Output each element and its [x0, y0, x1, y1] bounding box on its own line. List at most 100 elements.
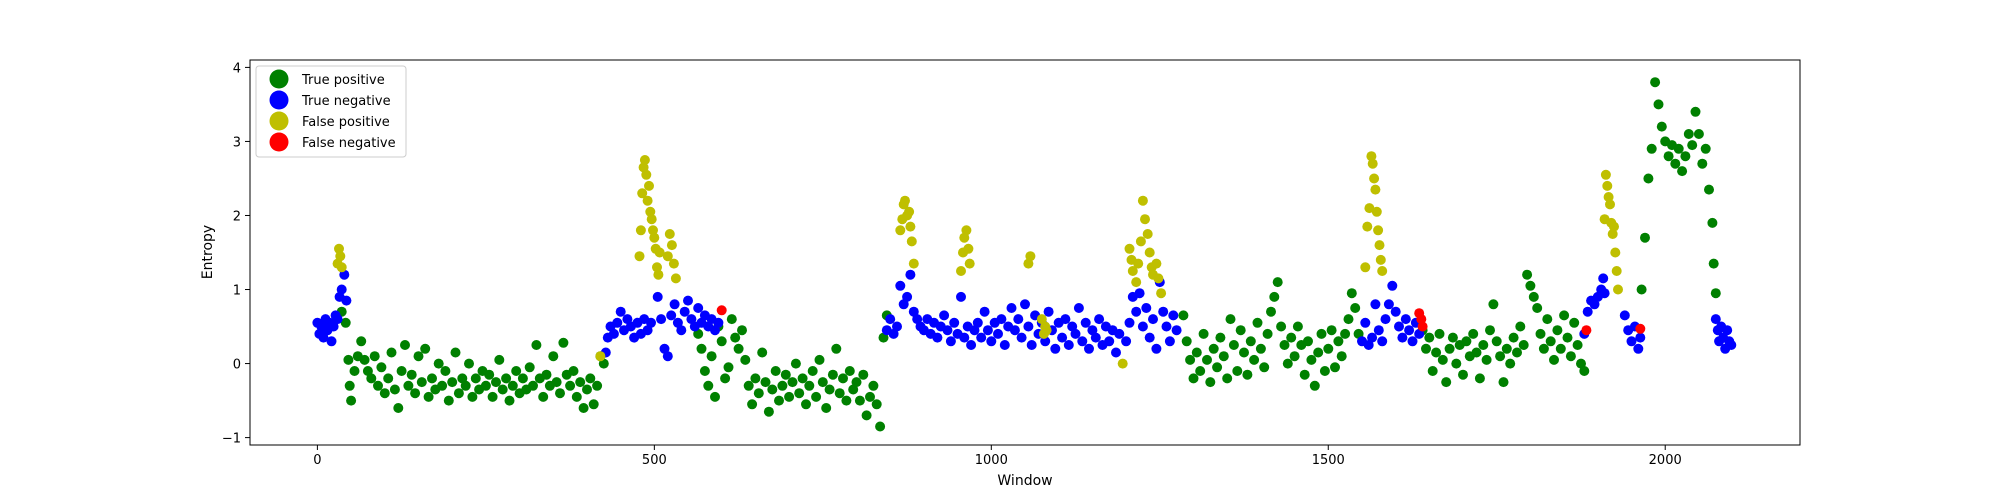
point-true-negative — [1370, 299, 1381, 310]
point-false-positive — [635, 225, 646, 236]
point-true-negative — [1121, 336, 1132, 347]
point-true-negative — [932, 332, 943, 343]
point-true-negative — [612, 317, 623, 328]
point-false-positive — [961, 225, 972, 236]
point-true-negative — [939, 310, 950, 321]
point-true-positive — [1485, 325, 1495, 336]
point-true-positive — [834, 388, 845, 399]
point-true-positive — [1323, 343, 1334, 354]
point-true-negative — [1360, 317, 1371, 328]
point-true-positive — [1498, 377, 1509, 388]
point-true-positive — [1340, 328, 1351, 339]
legend-label: False positive — [302, 115, 390, 130]
point-true-positive — [1656, 121, 1667, 132]
point-true-positive — [1515, 321, 1526, 332]
point-true-negative — [902, 291, 913, 302]
point-true-negative — [1009, 325, 1020, 336]
point-false-positive — [1117, 358, 1128, 369]
point-true-negative — [679, 306, 690, 317]
point-true-positive — [1505, 358, 1516, 369]
point-true-positive — [517, 373, 528, 384]
point-true-positive — [467, 391, 478, 402]
point-true-negative — [966, 340, 977, 350]
point-true-positive — [865, 391, 875, 402]
point-true-positive — [1518, 340, 1529, 350]
point-true-negative — [1077, 336, 1088, 347]
point-true-positive — [787, 377, 798, 388]
point-false-positive — [906, 236, 917, 247]
point-true-positive — [831, 343, 842, 354]
point-true-positive — [875, 421, 886, 432]
point-true-positive — [1437, 354, 1448, 365]
point-true-positive — [794, 388, 805, 399]
point-true-negative — [713, 317, 724, 328]
point-true-positive — [548, 351, 559, 362]
point-true-positive — [777, 380, 788, 391]
point-true-positive — [1441, 377, 1452, 388]
point-true-positive — [450, 347, 461, 358]
point-false-positive — [1133, 258, 1144, 269]
point-true-positive — [1269, 291, 1280, 302]
point-true-negative — [1016, 332, 1027, 343]
point-true-negative — [1367, 332, 1378, 343]
legend-marker — [269, 111, 289, 131]
point-true-positive — [464, 358, 474, 369]
plot-frame — [249, 59, 1801, 446]
point-true-negative — [1164, 336, 1175, 347]
point-true-negative — [336, 284, 347, 295]
point-true-positive — [1693, 129, 1704, 139]
y-tick-label: 0 — [233, 358, 241, 373]
point-true-negative — [318, 332, 329, 343]
point-false-positive — [1611, 266, 1622, 276]
point-true-positive — [1343, 314, 1354, 325]
point-true-positive — [1326, 325, 1337, 336]
point-true-positive — [1431, 347, 1442, 358]
y-axis-ticks: −1 0 1 2 3 4 — [222, 61, 250, 447]
point-true-positive — [1212, 362, 1223, 373]
point-true-negative — [976, 332, 987, 343]
point-true-positive — [487, 391, 498, 402]
point-false-positive — [637, 188, 648, 199]
point-true-positive — [747, 399, 758, 410]
point-true-negative — [982, 325, 993, 336]
point-true-positive — [750, 373, 761, 384]
point-true-negative — [1168, 310, 1179, 321]
point-false-positive — [1153, 273, 1164, 284]
point-false-positive — [646, 214, 657, 225]
point-false-positive — [1041, 325, 1052, 336]
point-true-negative — [1114, 328, 1125, 339]
point-true-positive — [1232, 366, 1243, 376]
point-true-negative — [1144, 332, 1155, 343]
x-tick-label: 500 — [642, 453, 667, 468]
point-true-positive — [538, 391, 549, 402]
point-true-positive — [1218, 351, 1229, 362]
point-true-positive — [757, 347, 768, 358]
point-true-positive — [1677, 166, 1688, 177]
point-true-positive — [443, 395, 454, 406]
x-tick-label: 0 — [313, 453, 321, 468]
point-true-positive — [703, 380, 714, 391]
point-true-positive — [1262, 328, 1273, 339]
point-true-positive — [359, 354, 370, 365]
point-true-positive — [1565, 351, 1576, 362]
point-true-positive — [1319, 366, 1330, 376]
point-false-positive — [1375, 254, 1386, 265]
point-true-negative — [1598, 273, 1609, 284]
point-false-positive — [639, 155, 650, 165]
point-true-positive — [1276, 321, 1287, 332]
point-true-positive — [373, 380, 383, 391]
point-true-negative — [1026, 340, 1037, 350]
legend-label: True negative — [301, 94, 391, 109]
point-true-positive — [1569, 317, 1580, 328]
point-true-positive — [1242, 369, 1253, 380]
legend-marker — [269, 90, 289, 110]
point-true-negative — [1090, 332, 1101, 343]
point-false-positive — [644, 180, 654, 191]
point-true-positive — [804, 380, 815, 391]
point-true-negative — [1377, 336, 1388, 347]
point-false-positive — [1371, 206, 1382, 217]
data-points — [312, 77, 1737, 432]
point-true-negative — [1161, 321, 1172, 332]
point-true-positive — [740, 354, 751, 365]
point-false-positive — [335, 251, 346, 262]
